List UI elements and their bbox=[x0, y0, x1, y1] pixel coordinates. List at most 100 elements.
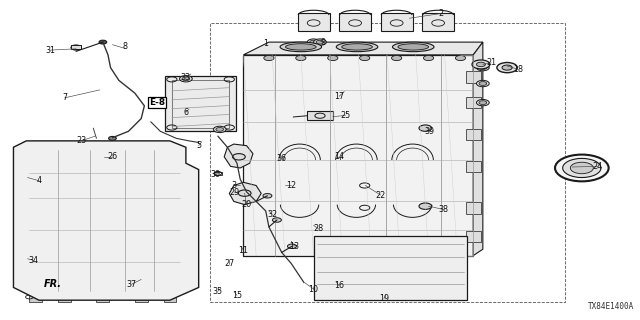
Text: 28: 28 bbox=[313, 224, 323, 233]
Circle shape bbox=[555, 155, 609, 181]
Circle shape bbox=[21, 204, 34, 211]
Circle shape bbox=[184, 280, 191, 284]
Circle shape bbox=[263, 194, 272, 198]
Circle shape bbox=[314, 39, 326, 45]
Text: 10: 10 bbox=[308, 284, 319, 293]
Bar bbox=[58, 292, 71, 302]
Circle shape bbox=[424, 55, 434, 60]
Circle shape bbox=[497, 62, 517, 73]
Circle shape bbox=[184, 212, 191, 216]
Circle shape bbox=[502, 65, 512, 70]
Ellipse shape bbox=[342, 44, 372, 50]
Bar bbox=[97, 292, 109, 302]
Polygon shape bbox=[13, 141, 198, 300]
Circle shape bbox=[181, 252, 194, 259]
Circle shape bbox=[71, 45, 81, 50]
Text: 34: 34 bbox=[29, 256, 39, 265]
Circle shape bbox=[479, 82, 486, 85]
Circle shape bbox=[316, 40, 324, 44]
Polygon shape bbox=[224, 144, 253, 168]
Circle shape bbox=[21, 179, 34, 186]
Circle shape bbox=[273, 218, 282, 222]
Ellipse shape bbox=[398, 44, 429, 50]
Circle shape bbox=[456, 55, 466, 60]
Text: 31: 31 bbox=[45, 45, 56, 55]
Ellipse shape bbox=[280, 42, 321, 52]
Circle shape bbox=[328, 55, 338, 60]
Circle shape bbox=[24, 247, 31, 251]
Text: 19: 19 bbox=[379, 294, 389, 303]
Text: 13: 13 bbox=[289, 242, 300, 251]
Polygon shape bbox=[19, 278, 38, 285]
Bar bbox=[166, 76, 236, 131]
Text: 38: 38 bbox=[438, 205, 448, 214]
Bar bbox=[298, 13, 330, 31]
Circle shape bbox=[21, 264, 34, 270]
Circle shape bbox=[479, 66, 486, 69]
Circle shape bbox=[182, 77, 189, 81]
Text: 14: 14 bbox=[334, 152, 344, 161]
Bar bbox=[307, 111, 333, 120]
Circle shape bbox=[216, 127, 223, 131]
Text: 11: 11 bbox=[238, 246, 248, 255]
Circle shape bbox=[392, 55, 402, 60]
Text: 15: 15 bbox=[232, 291, 242, 300]
Circle shape bbox=[287, 244, 296, 249]
Text: 21: 21 bbox=[486, 58, 496, 67]
Text: 27: 27 bbox=[224, 259, 234, 268]
Text: 35: 35 bbox=[212, 287, 223, 296]
Circle shape bbox=[21, 158, 34, 165]
Circle shape bbox=[21, 278, 34, 285]
Text: 16: 16 bbox=[334, 281, 344, 290]
Circle shape bbox=[232, 154, 245, 160]
Text: 39: 39 bbox=[425, 127, 435, 136]
Bar bbox=[466, 97, 481, 108]
Text: 37: 37 bbox=[127, 280, 137, 289]
Text: 1: 1 bbox=[263, 39, 268, 48]
Circle shape bbox=[24, 265, 31, 269]
Ellipse shape bbox=[392, 42, 434, 52]
Circle shape bbox=[184, 171, 191, 175]
Text: 3: 3 bbox=[231, 181, 236, 190]
Circle shape bbox=[296, 55, 306, 60]
Bar bbox=[172, 80, 229, 127]
Bar bbox=[466, 161, 481, 172]
Circle shape bbox=[476, 64, 489, 71]
Text: TX84E1400A: TX84E1400A bbox=[588, 302, 634, 311]
Circle shape bbox=[310, 40, 317, 44]
Polygon shape bbox=[229, 182, 261, 204]
Bar bbox=[466, 129, 481, 140]
Circle shape bbox=[24, 280, 31, 284]
Polygon shape bbox=[243, 55, 473, 256]
Circle shape bbox=[109, 136, 116, 140]
Circle shape bbox=[21, 246, 34, 252]
Polygon shape bbox=[243, 42, 483, 55]
Text: 7: 7 bbox=[62, 93, 67, 102]
Ellipse shape bbox=[285, 44, 316, 50]
Text: 36: 36 bbox=[276, 154, 287, 163]
Text: 29: 29 bbox=[229, 188, 239, 197]
Circle shape bbox=[472, 60, 490, 69]
Bar bbox=[29, 292, 42, 302]
Bar bbox=[135, 292, 148, 302]
Bar bbox=[466, 202, 481, 213]
Circle shape bbox=[419, 203, 432, 209]
Bar bbox=[214, 172, 221, 175]
Bar bbox=[422, 13, 454, 31]
Circle shape bbox=[238, 190, 251, 196]
Circle shape bbox=[419, 125, 432, 131]
Bar bbox=[164, 292, 176, 302]
Circle shape bbox=[181, 170, 194, 176]
Text: E-8: E-8 bbox=[149, 98, 165, 107]
Bar bbox=[381, 13, 413, 31]
Bar bbox=[71, 45, 81, 49]
Circle shape bbox=[184, 254, 191, 258]
Text: 8: 8 bbox=[123, 42, 128, 52]
Circle shape bbox=[179, 76, 192, 82]
Text: 6: 6 bbox=[184, 108, 188, 117]
Bar bbox=[466, 71, 481, 83]
Text: 4: 4 bbox=[36, 176, 42, 185]
Text: 32: 32 bbox=[267, 210, 277, 219]
Bar bbox=[466, 231, 481, 242]
Polygon shape bbox=[473, 42, 483, 256]
